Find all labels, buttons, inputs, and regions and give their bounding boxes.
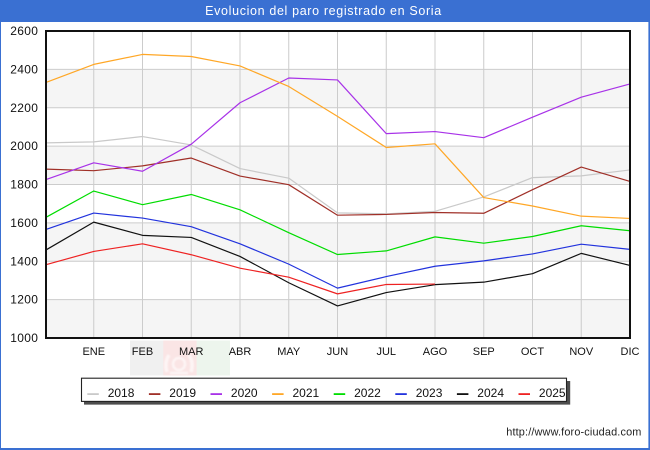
svg-text:1400: 1400 [10,254,38,268]
svg-text:2025: 2025 [539,386,566,400]
svg-text:FEB: FEB [132,346,153,358]
svg-text:2018: 2018 [108,386,135,400]
svg-text:JUL: JUL [376,346,396,358]
svg-text:2022: 2022 [354,386,381,400]
svg-text:SEP: SEP [473,346,495,358]
svg-text:2200: 2200 [10,101,38,115]
svg-text:2023: 2023 [416,386,443,400]
svg-text:http://www.foro-ciudad.com: http://www.foro-ciudad.com [506,427,641,439]
svg-text:DIC: DIC [621,346,640,358]
svg-text:1000: 1000 [10,331,38,345]
svg-text:2020: 2020 [231,386,258,400]
svg-text:JUN: JUN [327,346,348,358]
svg-text:1600: 1600 [10,216,38,230]
svg-text:2024: 2024 [477,386,504,400]
svg-text:2000: 2000 [10,139,38,153]
svg-text:1800: 1800 [10,178,38,192]
svg-text:MAR: MAR [179,346,204,358]
svg-text:2019: 2019 [169,386,196,400]
svg-text:MAY: MAY [277,346,301,358]
svg-text:AGO: AGO [423,346,448,358]
svg-text:OCT: OCT [521,346,545,358]
svg-text:2400: 2400 [10,62,38,76]
svg-text:1200: 1200 [10,293,38,307]
svg-text:ENE: ENE [82,346,105,358]
svg-text:2600: 2600 [10,24,38,38]
svg-text:Evolucion del paro registrado: Evolucion del paro registrado en Soria [205,4,442,18]
svg-text:2021: 2021 [293,386,320,400]
svg-text:NOV: NOV [569,346,594,358]
svg-text:ABR: ABR [229,346,252,358]
